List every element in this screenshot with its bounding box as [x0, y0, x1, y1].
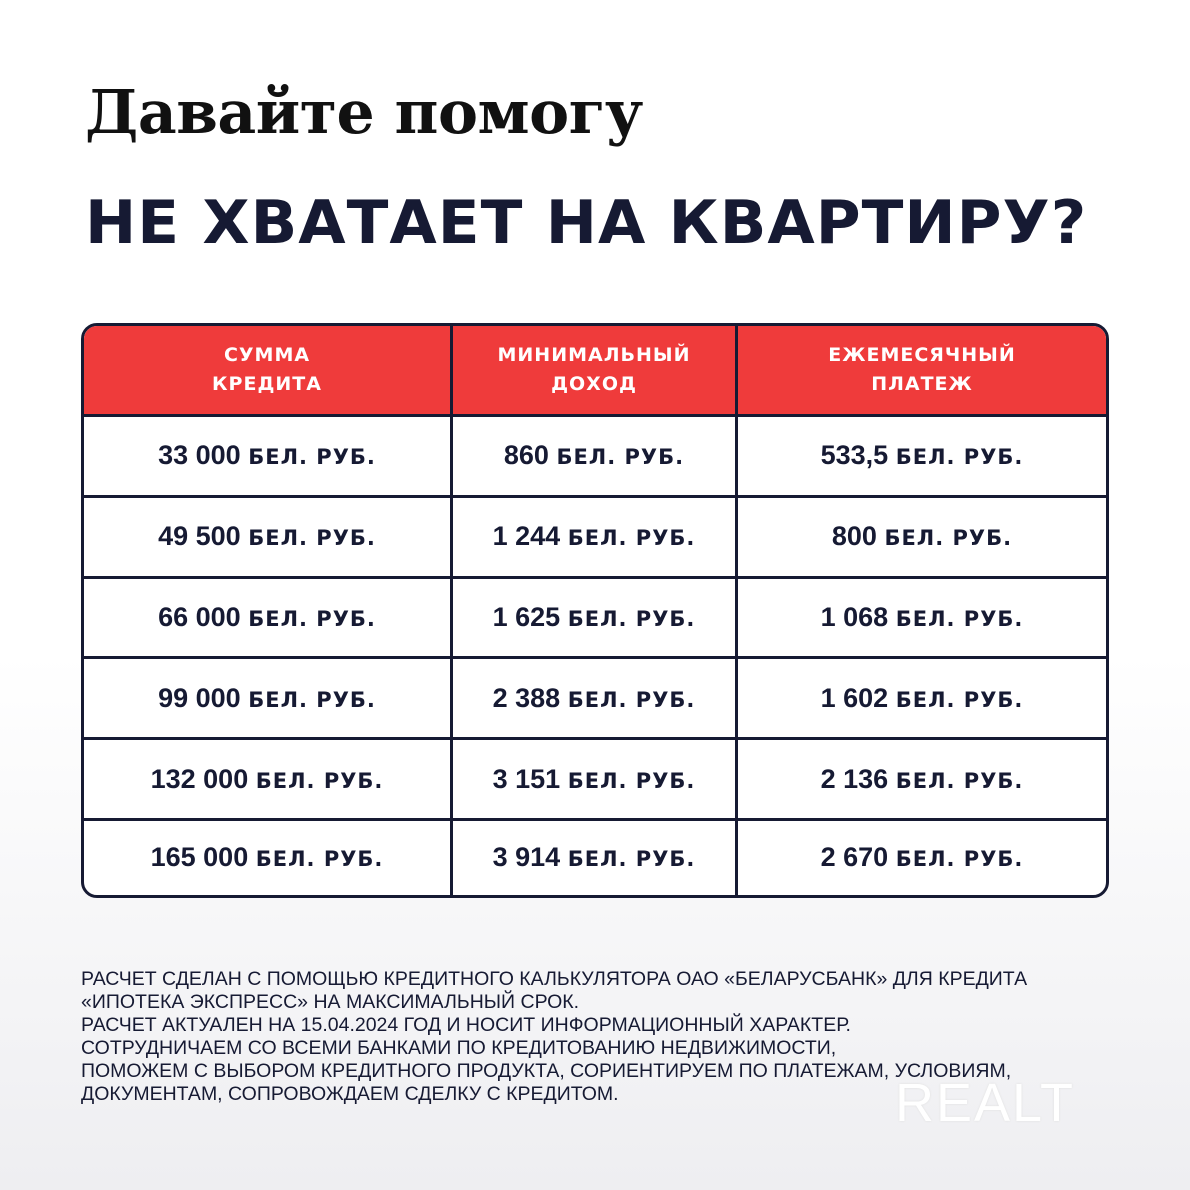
column-header: ЕЖЕМЕСЯЧНЫЙ ПЛАТЕЖ	[738, 326, 1106, 417]
amount: 49 500	[158, 521, 241, 552]
table-cell: 3 151 БЕЛ. РУБ.	[453, 740, 738, 821]
disclaimer-line: поможем с выбором кредитного продукта, с…	[81, 1060, 1012, 1082]
currency-unit: БЕЛ. РУБ.	[567, 606, 696, 631]
column-header-line: СУММА	[223, 344, 311, 366]
table-cell: 99 000 БЕЛ. РУБ.	[84, 659, 453, 741]
table-row: 165 000 БЕЛ. РУБ. 3 914 БЕЛ. РУБ. 2 670 БЕ…	[84, 820, 1106, 895]
currency-unit: БЕЛ. РУБ.	[567, 847, 696, 872]
currency-unit: БЕЛ. РУБ.	[895, 687, 1024, 712]
table-row: 132 000 БЕЛ. РУБ. 3 151 БЕЛ. РУБ. 2 136 БЕ…	[84, 740, 1106, 821]
amount: 2 388	[492, 682, 561, 713]
currency-unit: БЕЛ. РУБ.	[248, 687, 376, 712]
disclaimer-line: документам, сопровождаем сделку с кредит…	[81, 1083, 619, 1105]
disclaimer-line: Сотрудничаем со всеми банками по кредито…	[81, 1037, 837, 1059]
amount: 1 068	[820, 601, 889, 632]
currency-unit: БЕЛ. РУБ.	[567, 687, 696, 712]
table-cell: 1 068 БЕЛ. РУБ.	[738, 579, 1106, 660]
currency-unit: БЕЛ. РУБ.	[895, 606, 1024, 631]
credit-table: СУММА КРЕДИТА МИНИМАЛЬНЫЙ ДОХОД ЕЖЕМЕСЯЧНЫЙ П…	[81, 323, 1109, 898]
currency-unit: БЕЛ. РУБ.	[248, 526, 376, 551]
table-cell: 800 БЕЛ. РУБ.	[738, 498, 1106, 579]
amount: 2 136	[820, 763, 889, 794]
realt-watermark-logo: REALT	[895, 1073, 1076, 1133]
amount: 3 151	[492, 763, 561, 794]
table-row: 33 000 БЕЛ. РУБ. 860 БЕЛ. РУБ. 533,5 БЕЛ. …	[84, 417, 1106, 498]
amount: 132 000	[150, 763, 249, 794]
currency-unit: БЕЛ. РУБ.	[895, 847, 1024, 872]
amount: 2 670	[820, 842, 889, 873]
amount: 533,5	[820, 440, 889, 471]
table-cell: 1 602 БЕЛ. РУБ.	[738, 659, 1106, 741]
amount: 99 000	[158, 682, 241, 713]
table-row: 66 000 БЕЛ. РУБ. 1 625 БЕЛ. РУБ. 1 068 БЕЛ…	[84, 578, 1106, 660]
disclaimer-line: Расчет актуален на 15.04.2024 год и носи…	[81, 1014, 851, 1036]
table-cell: 3 914 БЕЛ. РУБ.	[453, 820, 738, 895]
currency-unit: БЕЛ. РУБ.	[255, 847, 384, 872]
table-cell: 33 000 БЕЛ. РУБ.	[84, 417, 453, 498]
currency-unit: БЕЛ. РУБ.	[884, 526, 1013, 551]
disclaimer-line: Расчет сделан с помощью кредитного кальк…	[81, 968, 1028, 990]
column-header: МИНИМАЛЬНЫЙ ДОХОД	[453, 326, 738, 417]
amount: 66 000	[158, 601, 241, 632]
table-cell: 533,5 БЕЛ. РУБ.	[738, 417, 1106, 498]
column-header-line: МИНИМАЛЬНЫЙ	[497, 344, 691, 366]
amount: 1 244	[492, 521, 561, 552]
column-header-line: КРЕДИТА	[212, 373, 322, 395]
table-cell: 1 625 БЕЛ. РУБ.	[453, 578, 738, 660]
disclaimer: Расчет сделан с помощью кредитного кальк…	[81, 968, 1141, 1106]
column-header-line: ПЛАТЕЖ	[871, 373, 973, 395]
amount: 165 000	[150, 842, 249, 873]
amount: 860	[503, 440, 549, 471]
table-row: 99 000 БЕЛ. РУБ. 2 388 БЕЛ. РУБ. 1 602 БЕЛ…	[84, 659, 1106, 741]
currency-unit: БЕЛ. РУБ.	[556, 445, 685, 470]
currency-unit: БЕЛ. РУБ.	[895, 445, 1024, 470]
table-cell: 860 БЕЛ. РУБ.	[453, 417, 738, 498]
column-header-line: ДОХОД	[551, 373, 637, 395]
table-cell: 165 000 БЕЛ. РУБ.	[84, 820, 453, 895]
table-cell: 49 500 БЕЛ. РУБ.	[84, 497, 453, 579]
currency-unit: БЕЛ. РУБ.	[567, 768, 696, 793]
currency-unit: БЕЛ. РУБ.	[255, 768, 384, 793]
column-header-line: ЕЖЕМЕСЯЧНЫЙ	[828, 344, 1016, 366]
table-row: 49 500 БЕЛ. РУБ. 1 244 БЕЛ. РУБ. 800 БЕЛ. …	[84, 497, 1106, 579]
currency-unit: БЕЛ. РУБ.	[248, 606, 376, 631]
amount: 33 000	[158, 440, 241, 471]
table-cell: 1 244 БЕЛ. РУБ.	[453, 497, 738, 579]
currency-unit: БЕЛ. РУБ.	[895, 768, 1024, 793]
amount: 800	[831, 521, 877, 552]
table-cell: 66 000 БЕЛ. РУБ.	[84, 578, 453, 660]
column-header: СУММА КРЕДИТА	[84, 326, 453, 417]
table-cell: 132 000 БЕЛ. РУБ.	[84, 740, 453, 821]
table-cell: 2 388 БЕЛ. РУБ.	[453, 659, 738, 741]
amount: 3 914	[492, 842, 561, 873]
headline: Давайте помогу	[85, 78, 643, 148]
amount: 1 625	[492, 601, 561, 632]
currency-unit: БЕЛ. РУБ.	[248, 445, 376, 470]
amount: 1 602	[820, 682, 889, 713]
table-cell: 2 136 БЕЛ. РУБ.	[738, 740, 1106, 821]
table-cell: 2 670 БЕЛ. РУБ.	[738, 821, 1106, 895]
subheadline: НЕ ХВАТАЕТ НА КВАРТИРУ?	[85, 188, 1088, 258]
disclaimer-line: «Ипотека Экспресс» на максимальный срок.	[81, 991, 580, 1013]
currency-unit: БЕЛ. РУБ.	[567, 526, 696, 551]
